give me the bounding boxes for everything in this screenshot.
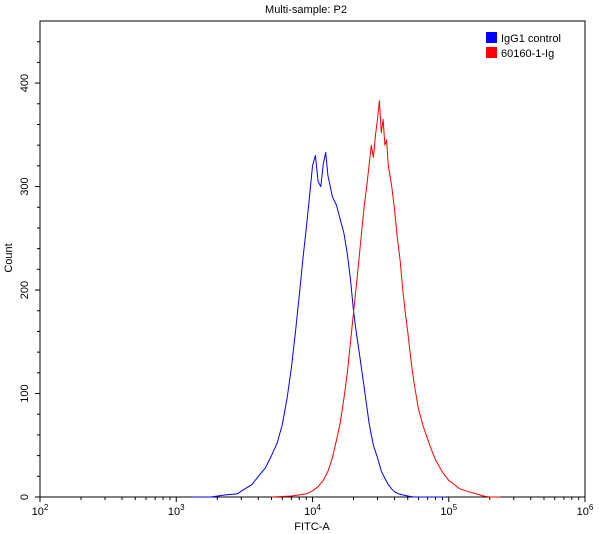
series-line-60160-1-ig	[271, 100, 501, 498]
y-tick-label: 300	[19, 177, 31, 195]
x-tick-label: 105	[440, 503, 457, 518]
x-axis-ticks: 102 103 104 105 106	[32, 497, 594, 518]
legend-label: 60160-1-Ig	[501, 48, 554, 60]
y-axis-ticks: 0 100 200 300 400	[19, 41, 40, 500]
legend-label: IgG1 control	[501, 33, 561, 45]
y-tick-label: 100	[19, 384, 31, 402]
x-axis-title: FITC-A	[294, 521, 330, 533]
series-line-igg1-control	[191, 151, 446, 498]
y-axis-title: Count	[3, 243, 15, 272]
series-group	[191, 100, 501, 498]
x-tick-label: 106	[577, 503, 594, 518]
chart-title: Multi-sample: P2	[265, 4, 347, 16]
x-tick-label: 102	[32, 503, 49, 518]
y-tick-label: 200	[19, 281, 31, 299]
legend: IgG1 control 60160-1-Ig	[486, 32, 561, 60]
y-tick-label: 400	[19, 74, 31, 92]
x-tick-label: 103	[168, 503, 185, 518]
x-tick-label: 104	[304, 503, 321, 518]
y-tick-label: 0	[19, 494, 31, 500]
legend-swatch	[486, 32, 497, 43]
legend-swatch	[486, 47, 497, 58]
plot-frame	[39, 20, 586, 498]
